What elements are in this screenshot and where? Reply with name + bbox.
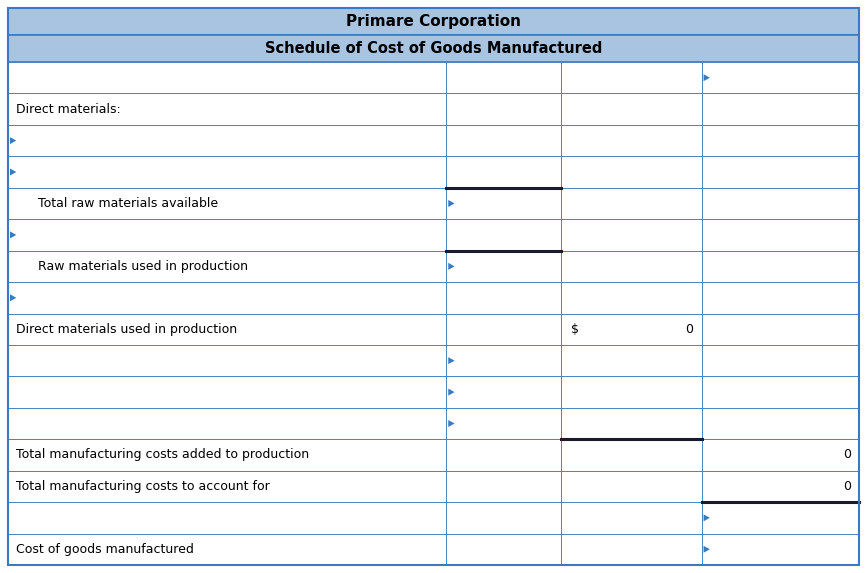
Bar [561,188,701,219]
Bar [8,62,447,93]
Polygon shape [10,137,16,144]
Bar [701,156,859,188]
Bar [701,93,859,125]
Polygon shape [448,357,454,364]
Polygon shape [448,200,454,207]
Bar [701,250,859,282]
Bar [701,62,859,93]
Text: Primare Corporation: Primare Corporation [346,14,521,29]
Bar [8,188,447,219]
Text: Direct materials used in production: Direct materials used in production [16,323,238,336]
Bar [8,408,447,439]
Bar [447,219,561,250]
Text: Total raw materials available: Total raw materials available [38,197,218,210]
Bar [561,313,701,345]
Bar [701,219,859,250]
Bar [447,376,561,408]
Text: 0: 0 [686,323,694,336]
Bar [447,125,561,156]
Bar [447,188,561,219]
Polygon shape [448,388,454,395]
Text: Cost of goods manufactured: Cost of goods manufactured [16,543,194,556]
Bar [561,125,701,156]
Bar [8,250,447,282]
Text: Direct materials:: Direct materials: [16,103,121,116]
Bar [701,125,859,156]
Bar [561,439,701,470]
Bar [447,313,561,345]
Bar [447,156,561,188]
Bar [447,408,561,439]
Bar [8,533,447,565]
Text: 0: 0 [843,449,851,461]
Bar [561,376,701,408]
Bar [701,408,859,439]
Text: $: $ [571,323,579,336]
Polygon shape [703,545,710,553]
Text: Raw materials used in production: Raw materials used in production [38,260,248,273]
Bar [8,282,447,313]
Text: Total manufacturing costs to account for: Total manufacturing costs to account for [16,480,270,493]
Bar [8,219,447,250]
Polygon shape [703,74,710,81]
Bar [561,345,701,376]
Text: Schedule of Cost of Goods Manufactured: Schedule of Cost of Goods Manufactured [264,41,603,56]
Bar [701,502,859,533]
Bar [701,376,859,408]
Bar [8,125,447,156]
Polygon shape [10,168,16,175]
Bar [447,439,561,470]
Bar [701,282,859,313]
Polygon shape [703,515,710,521]
Polygon shape [10,295,16,301]
Bar [701,470,859,502]
Polygon shape [448,263,454,270]
Bar [561,282,701,313]
Bar [8,93,447,125]
Bar [8,345,447,376]
Bar [447,533,561,565]
Bar [447,62,561,93]
Bar [447,502,561,533]
Bar [561,533,701,565]
Bar [701,345,859,376]
Text: Total manufacturing costs added to production: Total manufacturing costs added to produ… [16,449,310,461]
Bar [447,93,561,125]
Bar [447,470,561,502]
Bar [561,470,701,502]
Bar [8,502,447,533]
Bar [447,345,561,376]
Bar [447,282,561,313]
Bar [447,250,561,282]
Bar [701,439,859,470]
Bar [8,376,447,408]
Bar [8,156,447,188]
Bar [701,313,859,345]
Bar [561,62,701,93]
Bar [561,219,701,250]
Bar [701,533,859,565]
Bar [8,35,859,62]
Bar [561,250,701,282]
Bar [561,156,701,188]
Bar [8,8,859,35]
Text: 0: 0 [843,480,851,493]
Polygon shape [448,420,454,427]
Bar [8,313,447,345]
Bar [701,188,859,219]
Polygon shape [10,231,16,238]
Bar [561,502,701,533]
Bar [8,439,447,470]
Bar [8,470,447,502]
Bar [561,93,701,125]
Bar [561,408,701,439]
